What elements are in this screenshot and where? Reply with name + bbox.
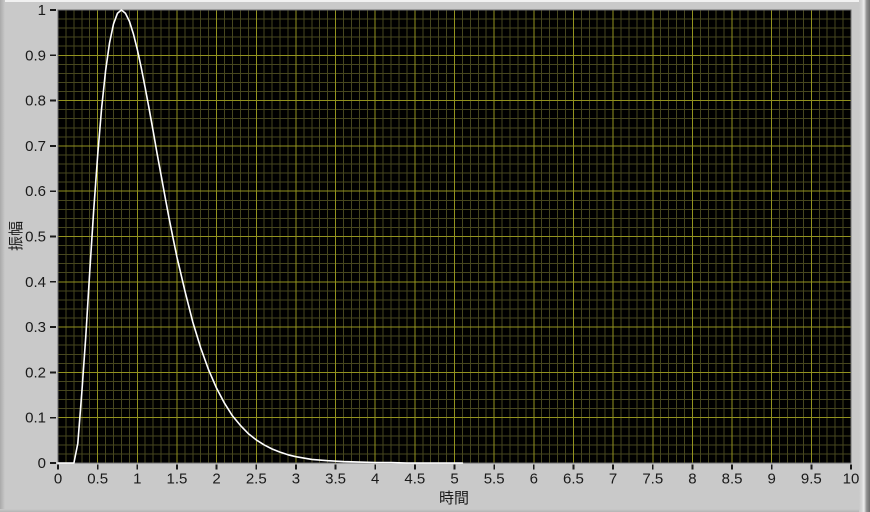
y-tick-labels: 0 0.1 0.2 0.3 0.4 0.5 0.6 0.7 0.8 0.9 1 (25, 2, 46, 472)
x-tick-label: 3 (292, 471, 300, 488)
y-tick-label: 1 (38, 2, 46, 19)
x-tick-label: 7.5 (642, 471, 663, 488)
x-tick-label: 4.5 (404, 471, 425, 488)
x-axis-title: 時間 (439, 490, 469, 507)
x-tick-label: 2.5 (246, 471, 267, 488)
x-tick-labels: 0 0.5 1 1.5 2 2.5 3 3.5 4 4.5 5 5.5 6 6.5 7 7.5 8 8.5 9 9.5… (54, 471, 860, 488)
x-tick-label: 9.5 (801, 471, 822, 488)
x-tick-label: 0.5 (87, 471, 108, 488)
y-tick-label: 0.5 (25, 229, 46, 246)
y-tick-label: 0.4 (25, 274, 46, 291)
x-tick-label: 1.5 (167, 471, 188, 488)
signal-trace (57, 9, 464, 464)
x-tick-label: 8.5 (722, 471, 743, 488)
y-tick-label: 0.1 (25, 410, 46, 427)
x-tick-label: 4 (371, 471, 379, 488)
x-tick-label: 5 (450, 471, 458, 488)
x-tick-label: 5.5 (484, 471, 505, 488)
x-tick-label: 1 (133, 471, 141, 488)
major-grid (57, 9, 852, 464)
y-tick-label: 0.7 (25, 138, 46, 155)
x-tick-label: 9 (768, 471, 776, 488)
y-tick-label: 0.8 (25, 93, 46, 110)
y-tick-label: 0 (38, 455, 46, 472)
x-tick-label: 2 (212, 471, 220, 488)
x-tick-label: 3.5 (325, 471, 346, 488)
y-tick-label: 0.9 (25, 47, 46, 64)
x-tick-label: 10 (843, 471, 860, 488)
y-axis-title: 振幅 (8, 221, 25, 251)
y-tick-label: 0.2 (25, 364, 46, 381)
x-tick-label: 0 (54, 471, 62, 488)
y-tick-label: 0.3 (25, 319, 46, 336)
x-tick-label: 8 (688, 471, 696, 488)
x-tick-label: 7 (609, 471, 617, 488)
x-tick-label: 6.5 (563, 471, 584, 488)
axis-ticks (50, 9, 852, 470)
y-tick-label: 0.6 (25, 183, 46, 200)
x-tick-label: 6 (530, 471, 538, 488)
